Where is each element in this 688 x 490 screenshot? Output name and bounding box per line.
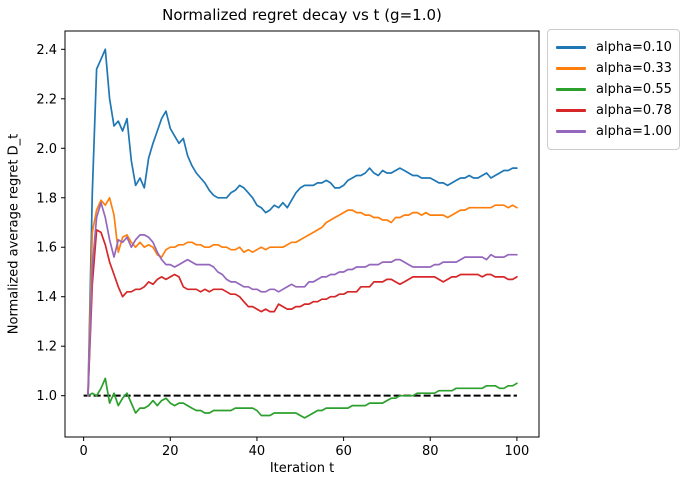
- legend-entry-alpha-0.10: alpha=0.10: [556, 37, 672, 58]
- legend-label: alpha=0.78: [596, 103, 672, 118]
- y-tick-label: 1.0: [36, 389, 57, 404]
- legend-entry-alpha-0.33: alpha=0.33: [556, 58, 672, 79]
- y-tick-label: 1.6: [36, 241, 57, 256]
- series-line-alpha-0.78: [87, 229, 518, 397]
- y-tick-label: 2.0: [36, 142, 57, 157]
- legend-line-swatch: [556, 46, 586, 49]
- x-tick-label: 60: [335, 444, 352, 459]
- y-tick-label: 2.2: [36, 92, 57, 107]
- legend-line-swatch: [556, 109, 586, 112]
- x-tick-label: 0: [79, 444, 87, 459]
- series-line-alpha-0.33: [87, 196, 518, 397]
- series-line-alpha-0.10: [87, 48, 518, 397]
- chart-title: Normalized regret decay vs t (g=1.0): [162, 6, 442, 24]
- legend: alpha=0.10 alpha=0.33 alpha=0.55 alpha=0.78…: [547, 29, 680, 150]
- x-tick-label: 40: [249, 444, 266, 459]
- legend-entry-alpha-1.00: alpha=1.00: [556, 121, 672, 142]
- x-axis-label: Iteration t: [269, 461, 335, 476]
- legend-line-swatch: [556, 67, 586, 70]
- legend-line-swatch: [556, 130, 586, 133]
- x-tick-label: 80: [422, 444, 439, 459]
- y-tick-label: 1.4: [36, 290, 57, 305]
- x-tick-label: 20: [162, 444, 179, 459]
- legend-label: alpha=0.33: [596, 61, 672, 76]
- series-line-alpha-1.00: [87, 201, 518, 397]
- legend-label: alpha=1.00: [596, 124, 672, 139]
- y-tick-label: 1.2: [36, 340, 57, 355]
- legend-label: alpha=0.10: [596, 40, 672, 55]
- x-tick-label: 100: [504, 444, 529, 459]
- legend-entry-alpha-0.78: alpha=0.78: [556, 100, 672, 121]
- legend-entry-alpha-0.55: alpha=0.55: [556, 79, 672, 100]
- legend-label: alpha=0.55: [596, 82, 672, 97]
- series-line-alpha-0.55: [87, 377, 518, 419]
- y-tick-label: 1.8: [36, 191, 57, 206]
- y-tick-label: 2.4: [36, 43, 57, 58]
- axes-spines: [64, 30, 540, 438]
- legend-line-swatch: [556, 88, 586, 91]
